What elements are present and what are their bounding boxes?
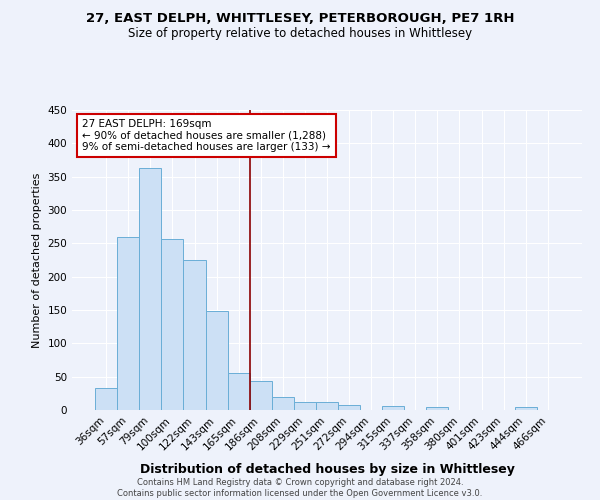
Bar: [161, 238, 184, 410]
Bar: [294, 402, 316, 410]
Bar: [206, 310, 227, 410]
Bar: [427, 408, 448, 410]
Bar: [184, 260, 206, 410]
Text: Contains HM Land Registry data © Crown copyright and database right 2024.
Contai: Contains HM Land Registry data © Crown c…: [118, 478, 482, 498]
Y-axis label: Number of detached properties: Number of detached properties: [32, 172, 42, 348]
Bar: [272, 398, 294, 410]
Bar: [382, 406, 404, 410]
X-axis label: Distribution of detached houses by size in Whittlesey: Distribution of detached houses by size …: [140, 463, 514, 476]
Bar: [117, 236, 139, 410]
Bar: [139, 168, 161, 410]
Bar: [316, 402, 338, 410]
Bar: [95, 388, 117, 410]
Text: 27, EAST DELPH, WHITTLESEY, PETERBOROUGH, PE7 1RH: 27, EAST DELPH, WHITTLESEY, PETERBOROUGH…: [86, 12, 514, 26]
Bar: [227, 374, 250, 410]
Text: 27 EAST DELPH: 169sqm
← 90% of detached houses are smaller (1,288)
9% of semi-de: 27 EAST DELPH: 169sqm ← 90% of detached …: [82, 119, 331, 152]
Bar: [250, 380, 272, 410]
Bar: [338, 406, 360, 410]
Text: Size of property relative to detached houses in Whittlesey: Size of property relative to detached ho…: [128, 28, 472, 40]
Bar: [515, 408, 537, 410]
